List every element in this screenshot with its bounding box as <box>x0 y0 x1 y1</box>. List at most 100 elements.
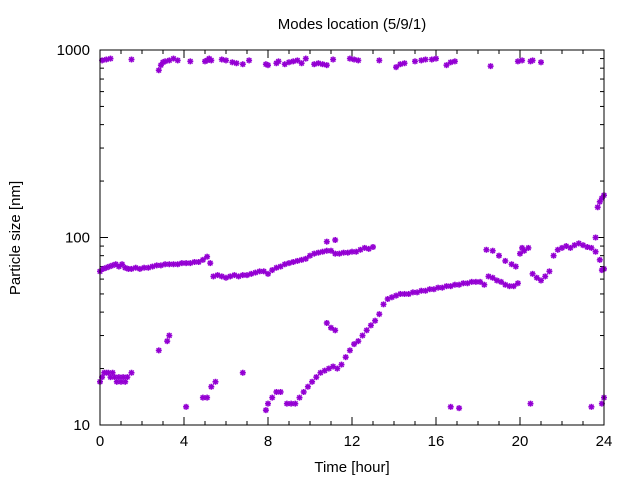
data-point <box>275 58 282 65</box>
data-point <box>367 322 374 329</box>
data-point <box>208 57 215 64</box>
data-point <box>351 341 358 348</box>
data-point <box>155 347 162 354</box>
data-point <box>174 57 181 64</box>
data-point <box>323 238 330 245</box>
data-point <box>380 301 387 308</box>
chart-title: Modes location (5/9/1) <box>278 16 426 33</box>
data-point <box>106 263 113 270</box>
data-point <box>514 280 521 287</box>
data-point <box>136 265 143 272</box>
data-point <box>592 248 599 255</box>
data-point <box>485 273 492 280</box>
data-point <box>376 311 383 318</box>
y-tick-label: 10 <box>73 417 90 434</box>
x-tick-label: 24 <box>596 433 613 450</box>
y-tick-label: 1000 <box>57 42 90 59</box>
data-point <box>265 400 271 407</box>
data-point <box>300 388 307 395</box>
data-point <box>332 327 339 334</box>
data-point <box>294 57 301 64</box>
data-point <box>239 272 246 279</box>
data-point <box>286 260 292 267</box>
data-point <box>538 59 544 66</box>
data-point <box>567 244 574 251</box>
data-point <box>124 374 131 381</box>
data-point <box>290 259 297 266</box>
data-point <box>319 248 326 255</box>
data-point <box>435 284 442 291</box>
data-point <box>529 270 536 277</box>
data-point <box>483 246 490 253</box>
data-point <box>260 268 267 275</box>
data-point <box>162 261 169 268</box>
data-point <box>269 267 276 274</box>
data-point <box>596 256 603 263</box>
axis-ticks: 0 4 8 12 16 20 24 10 100 1000 <box>57 42 613 450</box>
data-point <box>355 57 362 64</box>
data-point <box>208 383 215 390</box>
data-point <box>594 204 601 211</box>
data-point <box>281 261 288 268</box>
data-point <box>525 244 532 251</box>
data-point <box>542 273 549 280</box>
x-axis-label: Time [hour] <box>314 459 389 476</box>
data-point <box>338 361 345 368</box>
data-point <box>376 57 383 64</box>
data-point <box>290 58 297 65</box>
data-point <box>212 378 219 385</box>
data-point <box>550 252 557 259</box>
data-point <box>521 247 528 254</box>
data-point <box>313 374 320 381</box>
data-point <box>277 388 284 395</box>
data-point <box>269 394 276 401</box>
data-point <box>481 281 488 288</box>
data-point <box>468 278 475 285</box>
data-point <box>328 247 334 254</box>
data-point <box>510 283 517 290</box>
data-point <box>199 256 206 263</box>
x-tick-label: 0 <box>96 433 104 450</box>
data-point <box>145 264 152 271</box>
x-tick-label: 12 <box>344 433 361 450</box>
data-point <box>489 247 496 254</box>
plot-frame <box>99 49 605 426</box>
data-point <box>262 407 269 414</box>
data-point <box>592 234 599 241</box>
data-point <box>166 332 173 339</box>
data-point <box>336 250 343 257</box>
data-point <box>588 403 595 410</box>
data-point <box>433 55 439 62</box>
data-point <box>328 324 334 331</box>
data-point <box>223 57 229 64</box>
data-point <box>538 277 544 284</box>
data-point <box>292 400 299 407</box>
data-point <box>330 56 337 63</box>
x-tick-label: 20 <box>512 433 529 450</box>
data-point <box>370 243 376 250</box>
data-point <box>323 62 330 69</box>
data-point <box>401 290 408 297</box>
data-point <box>128 56 135 63</box>
data-point <box>204 253 211 260</box>
data-point <box>178 260 185 267</box>
x-tick-label: 8 <box>264 433 272 450</box>
data-point <box>519 57 526 64</box>
data-point <box>273 388 280 395</box>
data-point <box>512 263 519 270</box>
data-point <box>342 354 349 361</box>
data-point <box>332 236 339 243</box>
data-point <box>588 244 595 251</box>
data-point <box>355 338 362 345</box>
data-point <box>191 259 198 266</box>
y-axis-label: Particle size [nm] <box>7 181 24 295</box>
data-point <box>323 319 330 326</box>
data-point <box>323 247 330 254</box>
data-point <box>363 327 370 334</box>
data-point <box>477 278 484 285</box>
data-point <box>218 56 225 63</box>
data-point <box>304 383 311 390</box>
data-point <box>334 365 341 372</box>
data-point <box>527 400 534 407</box>
